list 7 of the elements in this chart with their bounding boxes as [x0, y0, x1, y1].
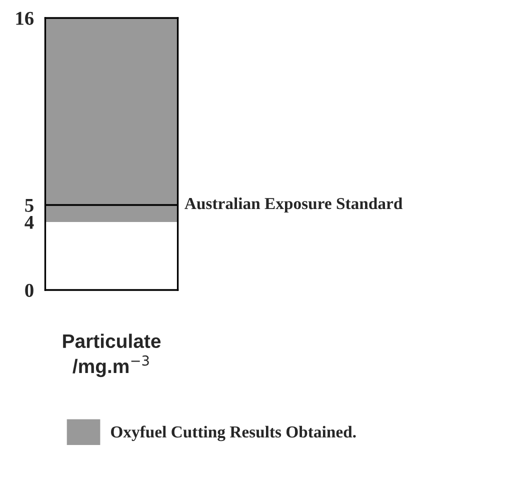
y-tick-label: 5: [25, 199, 34, 212]
x-axis-title: Particulate /mg.m$^{−3}$: [63, 334, 161, 378]
ref-line-label: Australian Exposure Standard: [184, 197, 402, 213]
y-tick-label: 0: [25, 284, 34, 297]
y-tick-label: 4: [24, 216, 34, 229]
y-tick-label: 16: [16, 12, 34, 25]
legend-label: Oxyfuel Cutting Results Obtained.: [111, 426, 356, 442]
